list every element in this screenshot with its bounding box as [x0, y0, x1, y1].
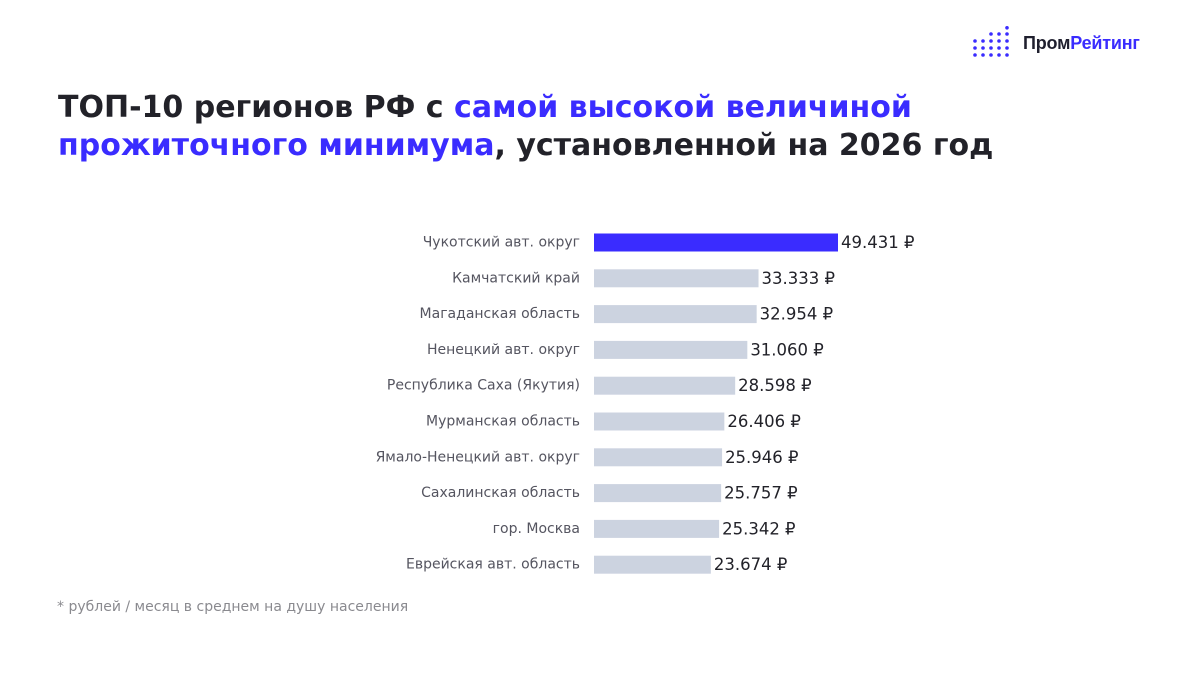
- logo-mark-icon: [973, 26, 1009, 57]
- value-label: 25.757 ₽: [724, 484, 797, 503]
- title-highlight: самой высокой величиной прожиточного мин…: [58, 90, 912, 163]
- bar: [594, 519, 720, 538]
- bar: [594, 555, 711, 574]
- value-label: 23.674 ₽: [714, 555, 787, 574]
- title-part1: ТОП-10 регионов РФ с: [58, 90, 455, 125]
- brand-name-part2: Рейтинг: [1070, 32, 1140, 53]
- category-label: Камчатский край: [452, 270, 580, 286]
- value-label: 25.946 ₽: [725, 448, 798, 467]
- brand-name: ПромРейтинг: [1023, 33, 1140, 54]
- bar-chart: Чукотский авт. округ 49.431 ₽ Камчатский к…: [376, 233, 915, 574]
- value-label: 28.598 ₽: [738, 376, 811, 395]
- category-label: гор. Москва: [493, 521, 580, 537]
- value-label: 26.406 ₽: [727, 412, 800, 431]
- value-label: 33.333 ₽: [762, 269, 835, 288]
- title-part2: , установленной на 2026 год: [494, 128, 994, 163]
- bar: [594, 412, 725, 431]
- category-label: Республика Саха (Якутия): [387, 378, 580, 394]
- value-label: 32.954 ₽: [760, 305, 833, 324]
- category-label: Ненецкий авт. округ: [427, 342, 580, 358]
- category-label: Сахалинская область: [421, 485, 580, 501]
- category-label: Ямало-Ненецкий авт. округ: [376, 449, 580, 465]
- category-label: Мурманская область: [426, 414, 580, 430]
- bar: [594, 269, 759, 288]
- bar: [594, 233, 838, 252]
- footnote: * рублей / месяц в среднем на душу насел…: [57, 599, 409, 615]
- page-title: ТОП-10 регионов РФ с самой высокой велич…: [58, 89, 1058, 165]
- category-label: Магаданская область: [420, 306, 580, 322]
- bar: [594, 448, 723, 467]
- brand-logo: ПромРейтинг: [972, 26, 1140, 60]
- brand-name-part1: Пром: [1023, 32, 1071, 53]
- category-label: Чукотский авт. округ: [423, 235, 580, 251]
- category-label: Еврейская авт. область: [406, 557, 580, 573]
- value-label: 31.060 ₽: [750, 340, 823, 359]
- value-label: 49.431 ₽: [841, 233, 914, 252]
- bar: [594, 484, 722, 503]
- bar: [594, 340, 748, 359]
- bar: [594, 376, 736, 395]
- value-label: 25.342 ₽: [722, 519, 795, 538]
- bar: [594, 305, 757, 324]
